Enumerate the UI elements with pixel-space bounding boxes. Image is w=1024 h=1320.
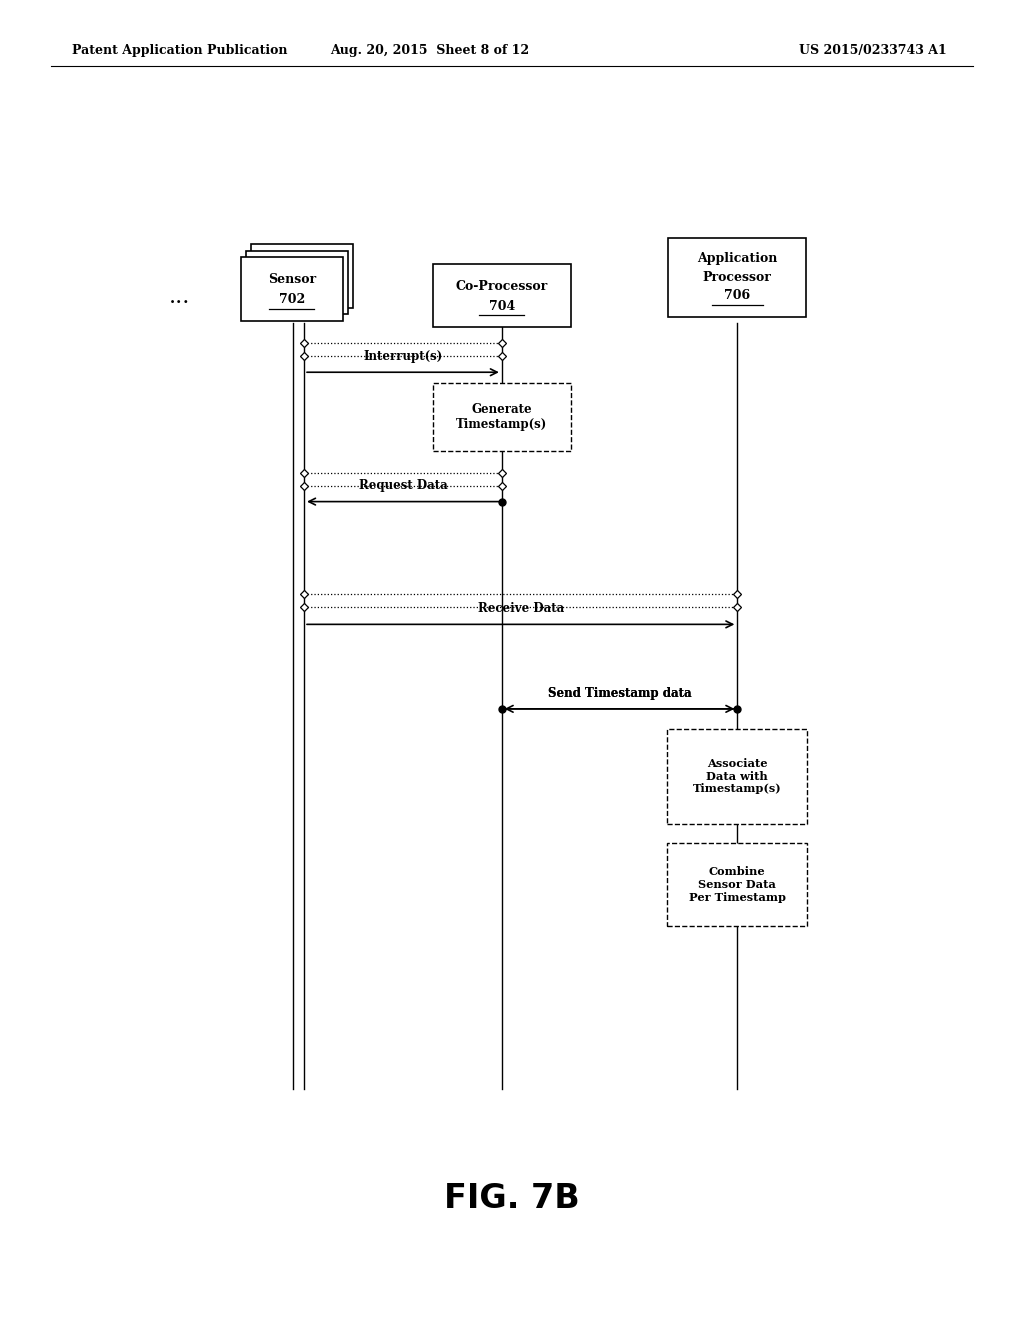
Text: ...: ... xyxy=(169,286,189,308)
Text: Processor: Processor xyxy=(702,271,772,284)
Text: Send Timestamp data: Send Timestamp data xyxy=(548,686,691,700)
Text: Generate
Timestamp(s): Generate Timestamp(s) xyxy=(456,403,548,432)
Bar xyxy=(432,383,571,451)
Text: Application: Application xyxy=(697,252,777,265)
Bar xyxy=(251,244,353,308)
Text: Combine
Sensor Data
Per Timestamp: Combine Sensor Data Per Timestamp xyxy=(689,866,785,903)
Text: Aug. 20, 2015  Sheet 8 of 12: Aug. 20, 2015 Sheet 8 of 12 xyxy=(331,44,529,57)
Text: Request Data: Request Data xyxy=(358,479,447,492)
Text: FIG. 7B: FIG. 7B xyxy=(444,1183,580,1214)
Bar xyxy=(432,264,571,327)
Bar xyxy=(246,251,348,314)
Bar xyxy=(241,257,343,321)
Text: Patent Application Publication: Patent Application Publication xyxy=(72,44,287,57)
Text: Sensor: Sensor xyxy=(268,273,315,286)
Text: 706: 706 xyxy=(724,289,751,302)
Text: Send Timestamp data: Send Timestamp data xyxy=(548,686,691,700)
Bar xyxy=(668,238,807,317)
Text: US 2015/0233743 A1: US 2015/0233743 A1 xyxy=(799,44,946,57)
Text: Associate
Data with
Timestamp(s): Associate Data with Timestamp(s) xyxy=(693,758,781,795)
Text: 702: 702 xyxy=(279,293,305,306)
Bar xyxy=(668,843,807,927)
Text: Co-Processor: Co-Processor xyxy=(456,280,548,293)
Text: Interrupt(s): Interrupt(s) xyxy=(364,350,442,363)
Bar xyxy=(668,729,807,824)
Text: 704: 704 xyxy=(488,300,515,313)
Text: Receive Data: Receive Data xyxy=(477,602,564,615)
